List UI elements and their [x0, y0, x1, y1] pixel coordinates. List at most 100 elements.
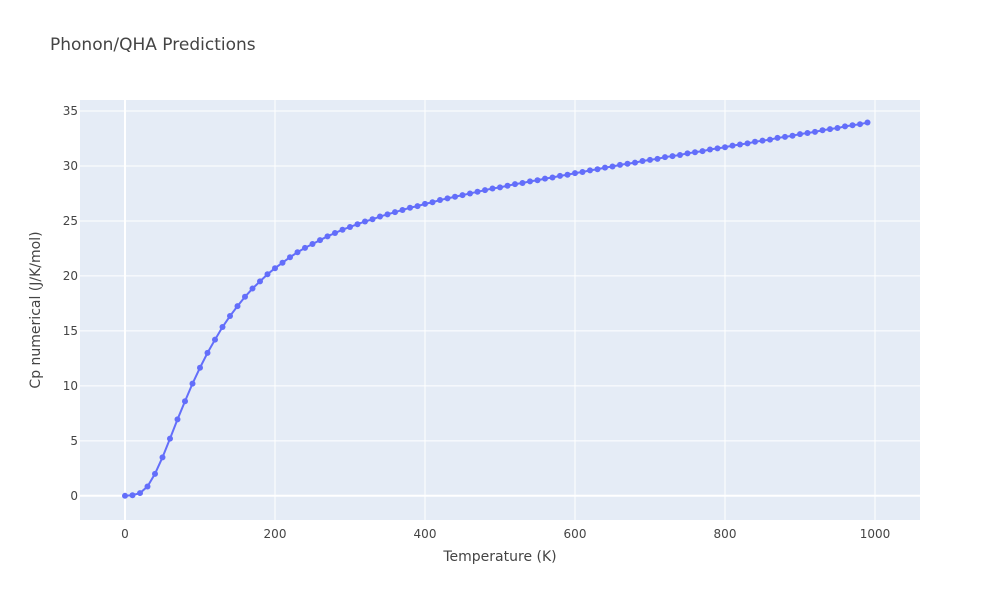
data-point[interactable]	[692, 149, 698, 156]
data-point[interactable]	[789, 132, 796, 139]
plot-area[interactable]	[80, 100, 920, 520]
data-point[interactable]	[189, 380, 196, 387]
data-point[interactable]	[512, 181, 518, 188]
data-point[interactable]	[384, 211, 391, 218]
data-point[interactable]	[572, 170, 578, 177]
data-point[interactable]	[804, 129, 811, 136]
data-point[interactable]	[392, 209, 398, 216]
data-point[interactable]	[647, 156, 653, 163]
data-point[interactable]	[212, 336, 218, 343]
data-point[interactable]	[849, 122, 856, 129]
data-point[interactable]	[759, 137, 766, 144]
data-point[interactable]	[489, 185, 496, 192]
data-point[interactable]	[639, 158, 646, 165]
data-point[interactable]	[287, 254, 293, 261]
data-point[interactable]	[279, 259, 286, 266]
data-point[interactable]	[534, 177, 541, 184]
data-point[interactable]	[557, 172, 563, 179]
data-point[interactable]	[737, 141, 743, 148]
data-point[interactable]	[474, 188, 481, 195]
data-point[interactable]	[152, 470, 158, 477]
data-point[interactable]	[309, 241, 316, 248]
data-point[interactable]	[722, 144, 728, 151]
data-point[interactable]	[729, 142, 736, 149]
data-point[interactable]	[227, 313, 233, 320]
data-point[interactable]	[752, 138, 758, 145]
data-point[interactable]	[654, 155, 661, 162]
data-point[interactable]	[182, 398, 188, 405]
data-point[interactable]	[482, 187, 488, 194]
data-point[interactable]	[782, 133, 788, 140]
data-point[interactable]	[812, 128, 818, 135]
data-point[interactable]	[332, 230, 338, 237]
data-point[interactable]	[414, 203, 421, 210]
data-point[interactable]	[842, 123, 848, 130]
data-point[interactable]	[122, 492, 128, 499]
data-point[interactable]	[219, 324, 226, 331]
data-point[interactable]	[707, 146, 713, 153]
data-point[interactable]	[272, 265, 278, 272]
data-point[interactable]	[864, 119, 871, 126]
data-point[interactable]	[857, 121, 863, 128]
data-point[interactable]	[467, 190, 473, 197]
data-point[interactable]	[234, 303, 241, 310]
data-point[interactable]	[242, 293, 248, 300]
data-point[interactable]	[602, 164, 608, 171]
data-point[interactable]	[167, 435, 173, 442]
data-point[interactable]	[264, 271, 271, 278]
data-point[interactable]	[519, 180, 526, 187]
data-point[interactable]	[302, 244, 308, 251]
data-point[interactable]	[669, 153, 676, 160]
data-point[interactable]	[159, 454, 166, 461]
data-point[interactable]	[632, 159, 638, 166]
data-point[interactable]	[819, 127, 826, 134]
data-point[interactable]	[527, 178, 533, 185]
data-point[interactable]	[144, 483, 151, 490]
data-point[interactable]	[249, 285, 256, 292]
data-point[interactable]	[197, 364, 203, 371]
data-point[interactable]	[662, 154, 668, 161]
data-point[interactable]	[834, 125, 841, 132]
data-point[interactable]	[684, 150, 691, 157]
data-point[interactable]	[437, 197, 443, 204]
data-point[interactable]	[624, 160, 631, 167]
data-point[interactable]	[362, 218, 368, 225]
data-point[interactable]	[579, 169, 586, 176]
data-point[interactable]	[797, 131, 803, 138]
data-point[interactable]	[497, 184, 503, 191]
data-point[interactable]	[347, 223, 353, 230]
data-point[interactable]	[339, 226, 346, 233]
data-point[interactable]	[204, 349, 211, 356]
data-point[interactable]	[174, 416, 181, 423]
data-point[interactable]	[504, 182, 511, 189]
data-point[interactable]	[594, 166, 601, 173]
data-point[interactable]	[549, 174, 556, 181]
data-point[interactable]	[714, 145, 721, 152]
data-point[interactable]	[354, 221, 361, 228]
data-point[interactable]	[444, 195, 451, 202]
data-point[interactable]	[564, 171, 571, 178]
data-point[interactable]	[774, 134, 781, 141]
data-point[interactable]	[699, 148, 706, 155]
data-point[interactable]	[452, 193, 458, 200]
data-point[interactable]	[422, 200, 428, 207]
data-point[interactable]	[767, 136, 773, 143]
data-point[interactable]	[587, 167, 593, 174]
data-point[interactable]	[827, 126, 833, 133]
data-point[interactable]	[294, 249, 301, 256]
data-point[interactable]	[542, 175, 548, 182]
data-point[interactable]	[407, 204, 413, 211]
data-point[interactable]	[324, 233, 331, 240]
data-point[interactable]	[677, 151, 683, 158]
data-point[interactable]	[317, 237, 323, 244]
data-point[interactable]	[257, 278, 263, 285]
data-point[interactable]	[399, 206, 406, 213]
data-point[interactable]	[377, 213, 383, 220]
data-point[interactable]	[429, 199, 436, 206]
data-point[interactable]	[459, 192, 466, 199]
data-point[interactable]	[137, 490, 143, 497]
data-point[interactable]	[609, 163, 616, 170]
data-point[interactable]	[617, 161, 623, 168]
data-point[interactable]	[744, 140, 751, 147]
data-point[interactable]	[129, 492, 136, 499]
